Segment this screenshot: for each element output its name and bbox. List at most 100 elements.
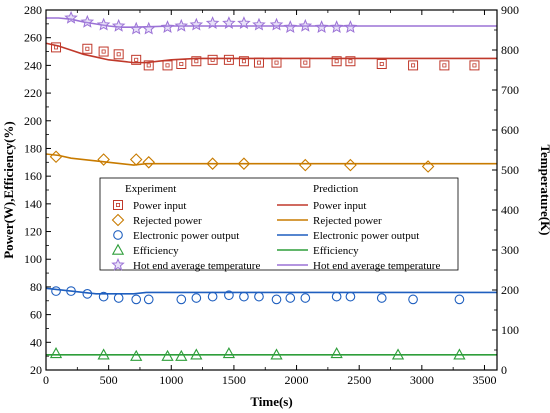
legend-prediction-label: Electronic power output [313, 230, 419, 242]
electronic-power-marker [271, 294, 282, 305]
series-electronic-power-output [45, 286, 497, 305]
square-marker-inner [116, 202, 121, 207]
left-y-tick-label: 20 [30, 363, 42, 377]
left-y-tick-label: 120 [24, 225, 42, 239]
power-input-marker [82, 43, 93, 54]
square-marker-outline [238, 56, 249, 67]
legend-box [99, 177, 459, 271]
square-marker-outline [176, 59, 187, 69]
left-y-tick-label: 140 [24, 197, 42, 211]
electronic-power-marker [345, 291, 356, 302]
series-efficiency [46, 347, 497, 361]
square-marker-inner [179, 62, 184, 67]
square-marker-inner [210, 57, 215, 62]
hot-end-temperature-marker [252, 17, 266, 31]
square-marker-outline [271, 57, 282, 68]
efficiency-marker [222, 347, 236, 359]
series-rejected-power [45, 150, 497, 173]
efficiency-marker [161, 349, 174, 361]
series-hot-end-average-temperature [46, 10, 497, 35]
square-marker-outline [191, 56, 202, 67]
x-axis-title: Time(s) [250, 394, 292, 409]
x-tick-label: 2000 [285, 373, 309, 387]
square-marker-outline [253, 57, 264, 68]
square-marker-inner [379, 62, 384, 67]
legend-experiment-label: Electronic power output [133, 230, 239, 242]
left-y-axis-title: Power(W),Efficiency(%) [1, 121, 16, 259]
square-marker-outline [143, 60, 154, 71]
right-y-tick-label: 100 [501, 323, 519, 337]
electronic-power-marker [254, 291, 264, 302]
right-y-axis-title: Temperature(K) [538, 145, 550, 236]
electronic-power-marker [239, 291, 249, 302]
electronic-power-marker [408, 294, 418, 305]
hot-end-temperature-marker [329, 20, 344, 33]
power-input-marker [408, 60, 419, 71]
hot-end-temperature-marker [298, 18, 313, 32]
efficiency-marker [391, 348, 405, 360]
efficiency-marker [330, 347, 343, 359]
square-marker-inner [472, 63, 477, 68]
x-tick-label: 3000 [410, 373, 434, 387]
series-layer [45, 10, 497, 361]
square-marker-inner [348, 59, 353, 64]
left-y-tick-label: 100 [24, 252, 42, 266]
electronic-power-marker [82, 288, 93, 299]
electronic-power-marker [300, 293, 311, 303]
square-marker-outline [51, 42, 62, 53]
square-marker-inner [116, 52, 121, 57]
hot-end-temperature-marker [283, 20, 298, 33]
power-input-marker [439, 60, 450, 71]
square-marker-inner [226, 57, 231, 62]
square-marker-inner [165, 63, 170, 68]
hot-end-temperature-marker [174, 18, 189, 32]
square-marker-outline [98, 46, 109, 57]
power-input-marker [271, 57, 282, 68]
power-input-marker [238, 56, 249, 67]
hot-end-temperature-marker [205, 16, 220, 29]
rejected-power-marker [344, 158, 357, 172]
power-input-marker [51, 42, 62, 53]
square-marker-outline [345, 56, 356, 67]
square-marker-outline [376, 59, 387, 69]
square-marker-outline [408, 60, 419, 71]
hot-end-temperature-marker [269, 17, 284, 31]
left-y-tick-label: 200 [24, 114, 42, 128]
square-marker-inner [256, 60, 261, 65]
prediction-line [45, 153, 497, 166]
power-input-marker [176, 59, 187, 69]
square-marker-outline [331, 56, 342, 67]
square-marker-outline [113, 49, 124, 60]
electronic-power-marker [285, 293, 296, 303]
square-marker-outline [207, 54, 218, 65]
square-marker-inner [134, 57, 139, 62]
power-input-marker [376, 59, 387, 69]
efficiency-marker [111, 243, 125, 255]
square-marker-outline [131, 54, 142, 65]
electronic-power-marker [331, 291, 342, 302]
square-marker-inner [241, 59, 246, 64]
axes-layer: 0 500 1000 1500 2000 2500 3000 3500204060801001… [24, 3, 519, 387]
right-y-tick-label: 500 [501, 163, 519, 177]
square-marker-outline [162, 60, 173, 71]
hot-end-temperature-marker [222, 16, 236, 29]
power-input-marker [113, 49, 124, 60]
power-input-marker [253, 57, 264, 68]
hot-end-temperature-marker [129, 21, 143, 35]
power-input-marker [331, 56, 342, 67]
left-y-tick-label: 220 [24, 86, 42, 100]
square-marker-outline [439, 60, 450, 71]
left-y-tick-label: 280 [24, 3, 42, 17]
power-input-marker [207, 54, 218, 65]
legend-prediction-label: Rejected power [313, 215, 382, 227]
power-input-marker [143, 60, 154, 71]
power-input-marker [162, 60, 173, 71]
legend-experiment-header: Experiment [125, 183, 176, 195]
hot-end-temperature-marker [96, 17, 111, 31]
hot-end-temperature-marker [111, 257, 125, 271]
x-tick-label: 1000 [159, 373, 183, 387]
right-y-tick-label: 400 [501, 203, 519, 217]
right-y-tick-label: 700 [501, 83, 519, 97]
right-y-tick-label: 600 [501, 123, 519, 137]
